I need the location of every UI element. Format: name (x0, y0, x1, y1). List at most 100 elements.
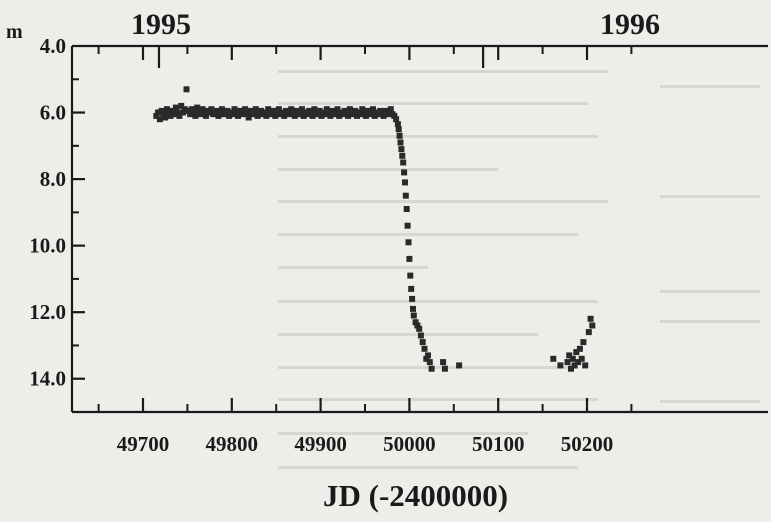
data-point (357, 111, 364, 118)
data-point (396, 132, 403, 139)
data-point (203, 112, 209, 119)
data-point (247, 107, 254, 114)
data-point (401, 169, 408, 176)
data-point (428, 365, 435, 372)
data-point (364, 107, 371, 114)
data-point (564, 359, 571, 366)
data-point (240, 111, 247, 118)
data-point (329, 107, 336, 114)
data-point (393, 116, 400, 123)
data-point (550, 355, 557, 362)
data-point (582, 362, 589, 369)
y-unit-label: m (6, 21, 23, 43)
data-point (371, 112, 378, 119)
data-point (307, 109, 314, 116)
data-point (188, 106, 195, 113)
data-point (197, 111, 204, 118)
data-point (226, 112, 233, 119)
data-point (361, 109, 368, 116)
data-point (406, 255, 413, 262)
data-point (172, 104, 179, 111)
data-point (412, 319, 419, 326)
data-point (165, 109, 172, 116)
data-point (318, 112, 325, 119)
data-point (192, 112, 199, 119)
data-point (164, 106, 170, 113)
y-tick-label: 8.0 (40, 167, 66, 191)
data-point (425, 352, 431, 359)
data-point (245, 114, 252, 121)
data-point (407, 272, 414, 279)
data-point (300, 112, 307, 119)
data-point (568, 365, 574, 372)
data-point (414, 322, 421, 329)
data-point (571, 362, 578, 369)
data-point (566, 352, 573, 359)
data-point (403, 206, 410, 212)
data-point (334, 106, 341, 113)
data-point (399, 152, 406, 159)
data-point (213, 107, 220, 114)
data-point (368, 109, 375, 116)
page-bleed-through (278, 70, 760, 469)
data-point (195, 107, 202, 114)
x-tick-label: 50200 (561, 432, 614, 456)
data-point (156, 116, 163, 123)
axis-ticks (72, 46, 633, 412)
data-point (557, 362, 564, 369)
year-label-1996: 1996 (600, 8, 660, 41)
data-point (242, 106, 249, 113)
data-point (391, 112, 398, 119)
data-point (382, 107, 389, 114)
x-tick-label: 49700 (117, 432, 170, 456)
data-point (309, 112, 316, 119)
y-tick-label: 14.0 (29, 367, 66, 391)
data-point (201, 109, 208, 116)
data-point (171, 111, 178, 118)
data-point (416, 325, 423, 332)
data-point (217, 109, 224, 116)
x-tick-label: 50000 (383, 432, 436, 456)
data-point (243, 109, 250, 116)
data-point (323, 106, 330, 113)
data-point (235, 112, 241, 119)
data-point (206, 109, 213, 116)
data-point (254, 112, 261, 119)
data-point (215, 112, 222, 119)
data-point (576, 345, 583, 352)
data-point (410, 305, 416, 312)
data-point (359, 106, 366, 113)
x-tick-label: 49800 (206, 432, 259, 456)
data-point (440, 359, 447, 366)
plot-frame (70, 44, 768, 414)
data-point (408, 285, 415, 292)
data-point (336, 112, 343, 119)
data-point (299, 106, 305, 113)
data-point (155, 109, 162, 116)
data-point (258, 107, 265, 114)
data-point (199, 106, 206, 113)
data-point (375, 111, 382, 118)
data-point (578, 355, 585, 362)
data-point (286, 111, 293, 118)
data-point (231, 106, 238, 113)
data-point (589, 322, 596, 329)
data-point (409, 295, 416, 302)
data-point (456, 362, 463, 369)
data-point (339, 111, 346, 118)
data-point (386, 109, 392, 116)
data-point (252, 106, 259, 113)
data-point (293, 107, 300, 114)
data-point (573, 349, 580, 356)
data-point (263, 112, 270, 119)
data-point (441, 365, 448, 372)
data-point (229, 111, 236, 118)
data-point (208, 106, 215, 113)
data-point (423, 355, 430, 362)
data-point (327, 112, 334, 119)
data-point (183, 86, 190, 93)
data-point (345, 112, 352, 119)
data-point (322, 111, 328, 118)
data-point (587, 315, 594, 322)
